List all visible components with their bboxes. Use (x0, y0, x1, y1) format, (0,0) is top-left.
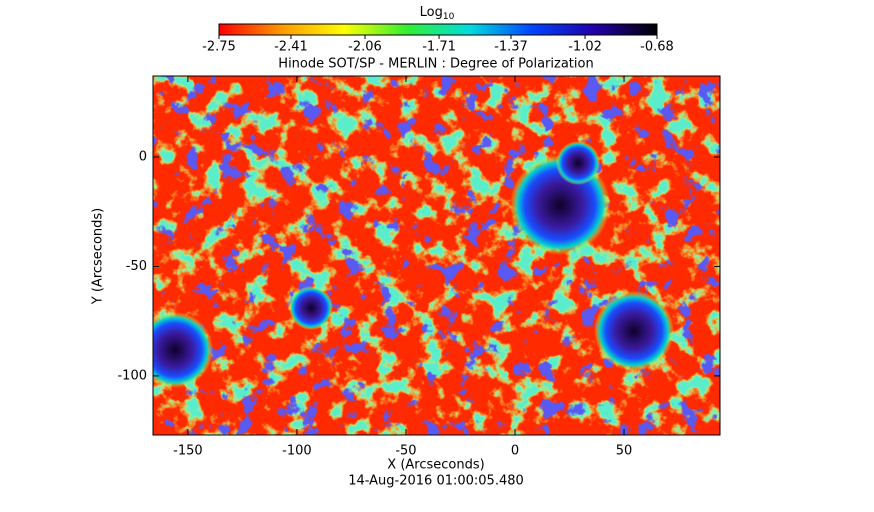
colorbar-tick-label: -2.75 (202, 40, 236, 55)
x-tick-label: 50 (616, 444, 633, 459)
x-tick-label: -100 (282, 444, 312, 459)
x-tick-label: -50 (395, 444, 416, 459)
colorbar-label-sub: 10 (443, 12, 455, 22)
colorbar-tick-label: -2.41 (274, 40, 308, 55)
colorbar-tick-label: -1.71 (422, 40, 456, 55)
colorbar-tick-label: -1.02 (568, 40, 602, 55)
colorbar-label-main: Log (420, 5, 443, 20)
chart-title: Hinode SOT/SP - MERLIN : Degree of Polar… (278, 57, 593, 72)
y-axis-label: Y (Arcseconds) (91, 208, 106, 305)
x-axis-label: X (Arcseconds) (387, 458, 484, 473)
x-tick-label: 0 (511, 444, 519, 459)
colorbar-tick-label: -1.37 (494, 40, 528, 55)
y-tick-label: -50 (126, 259, 147, 274)
y-tick-label: 0 (139, 149, 147, 164)
colorbar-label: Log10 (420, 5, 455, 22)
y-tick-label: -100 (117, 368, 147, 383)
plot-frame (152, 75, 721, 436)
x-tick-label: -150 (173, 444, 203, 459)
colorbar-tick-label: -0.68 (640, 40, 674, 55)
colorbar (218, 23, 658, 36)
polarization-image (153, 76, 720, 435)
footer: 14-Aug-2016 01:00:05.480 (348, 474, 524, 489)
colorbar-tick-label: -2.06 (348, 40, 382, 55)
